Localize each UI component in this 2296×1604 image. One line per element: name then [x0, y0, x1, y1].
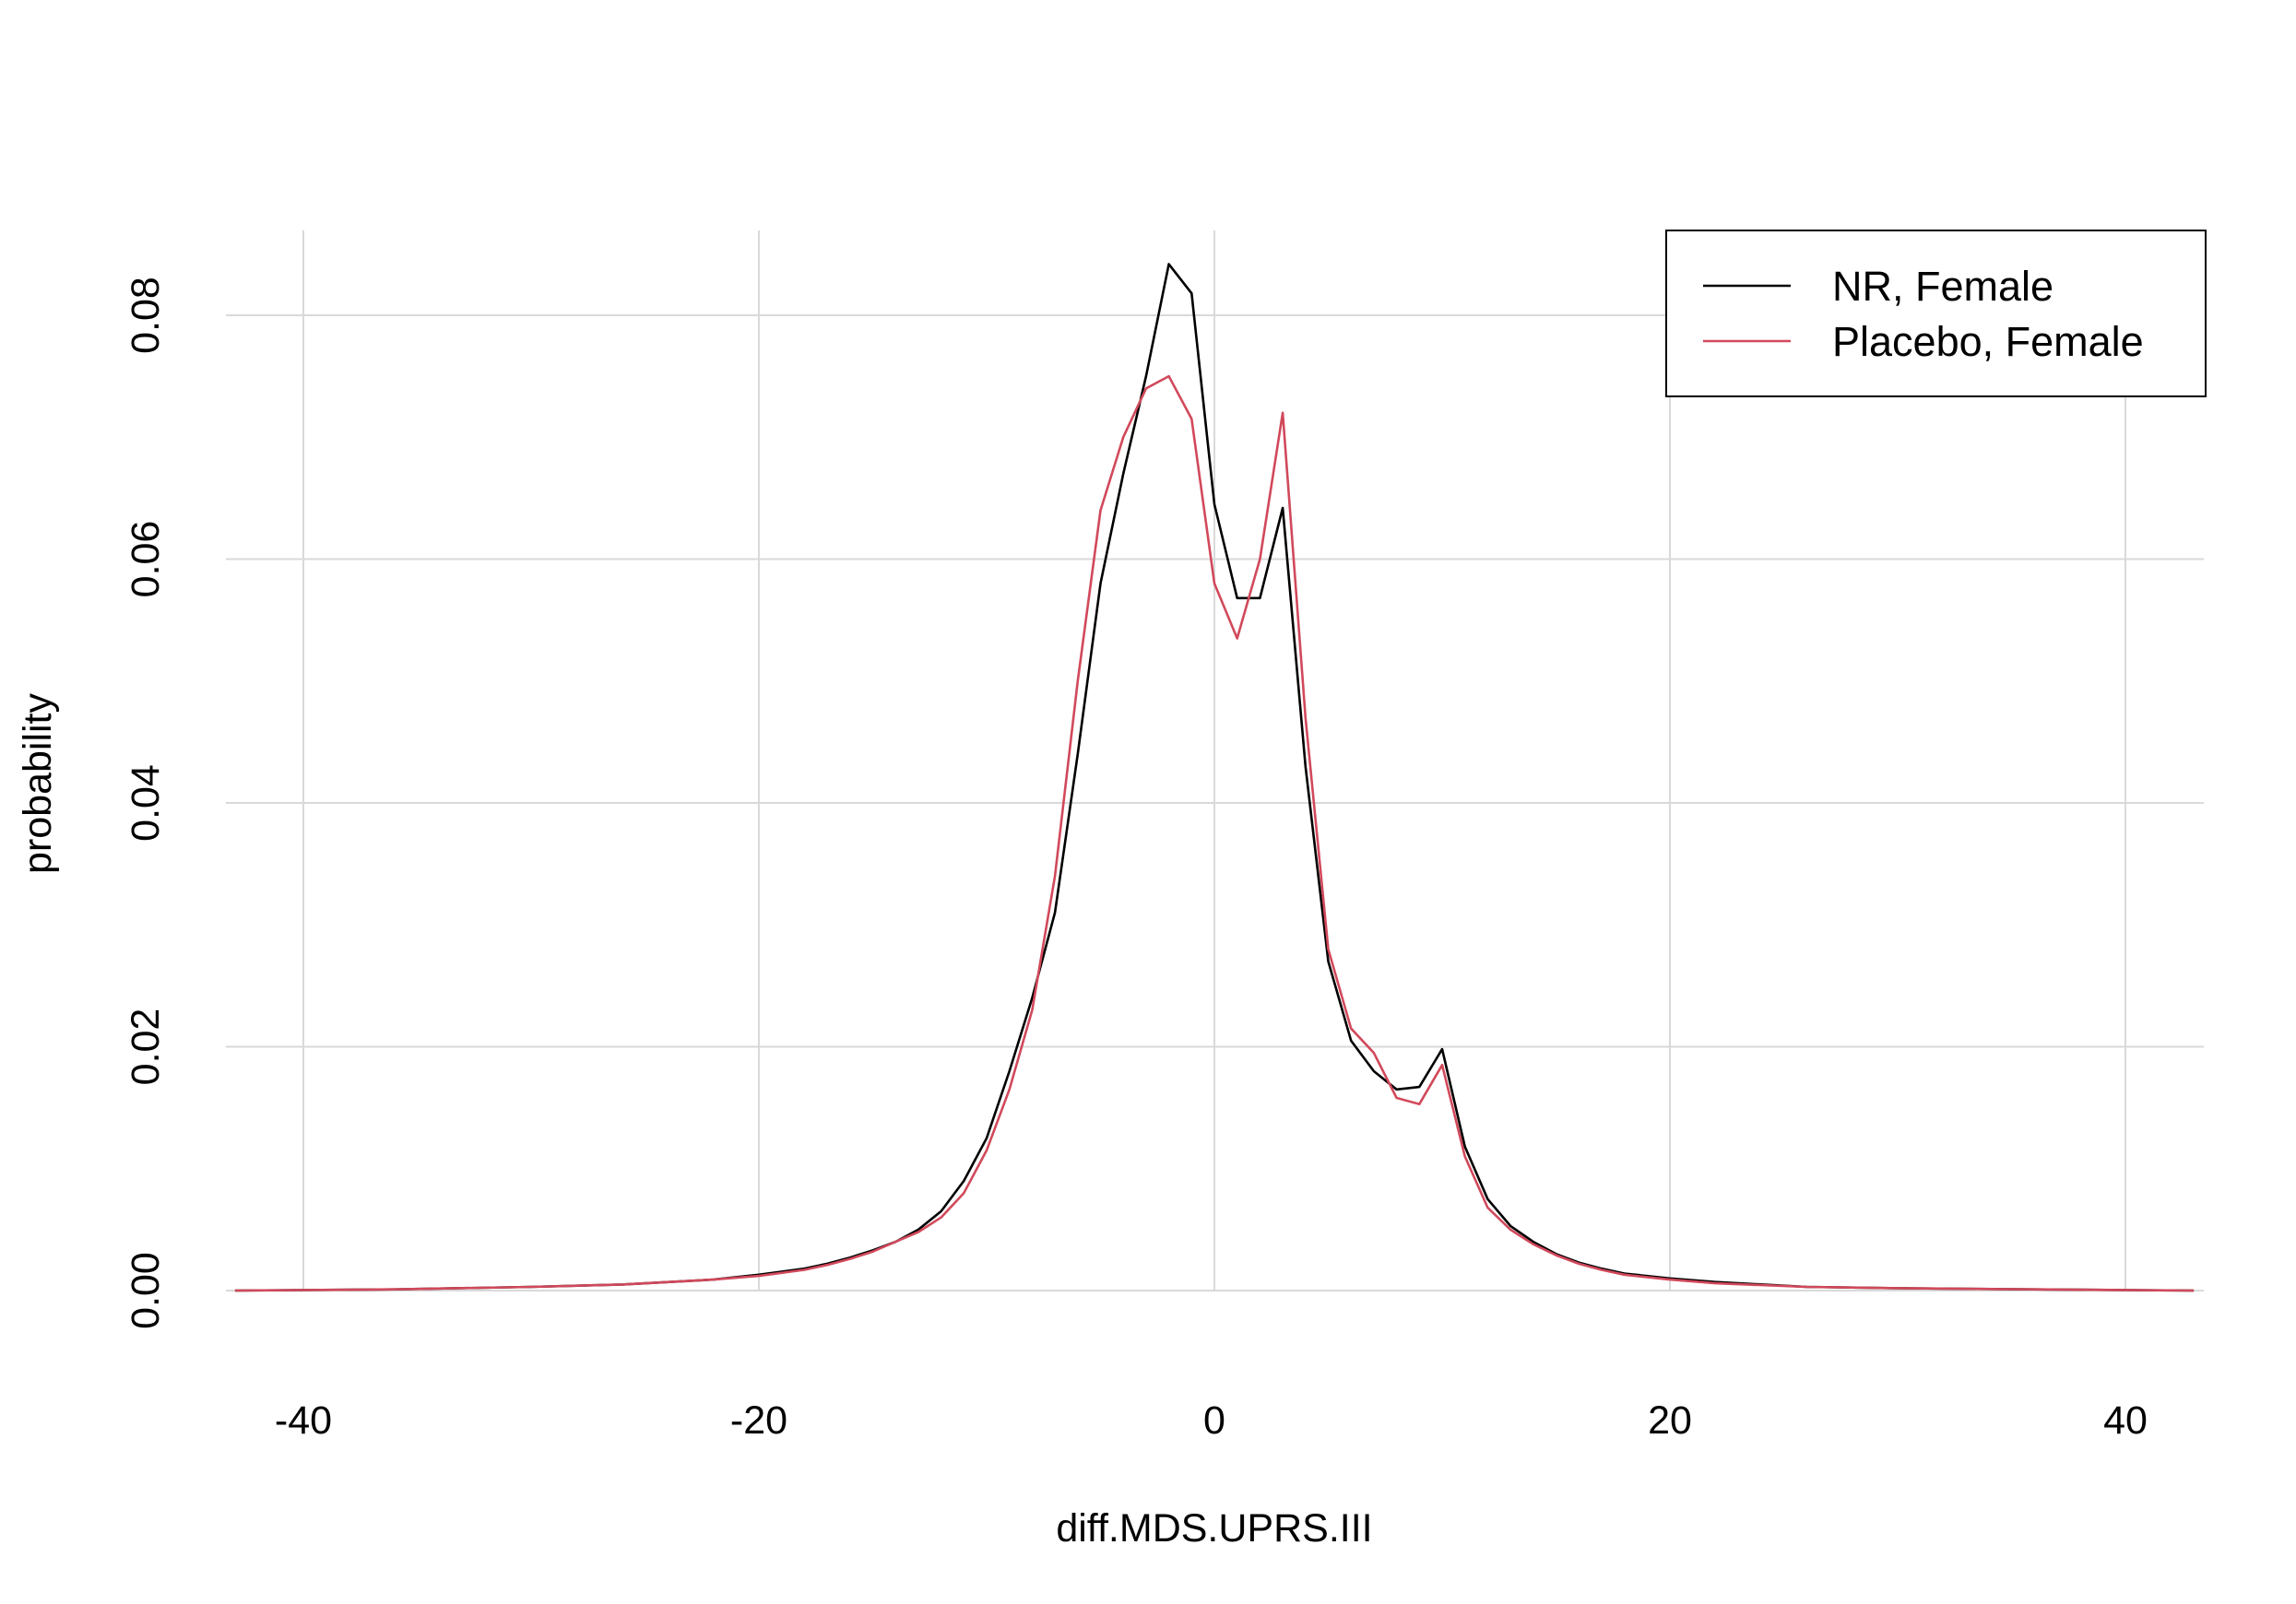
x-axis-tick-labels: -40 -20 0 20 40	[275, 1398, 2148, 1443]
x-tick-label: 40	[2103, 1398, 2148, 1443]
y-tick-label: 0.08	[124, 277, 168, 354]
legend-box	[1665, 230, 2207, 397]
y-tick-label: 0.00	[124, 1252, 168, 1329]
series-line-placebo-female	[234, 374, 2195, 1292]
x-tick-label: 0	[1203, 1398, 1225, 1443]
x-axis-title: diff.MDS.UPRS.III	[1056, 1506, 1372, 1551]
y-tick-label: 0.06	[124, 521, 168, 598]
y-tick-label: 0.04	[124, 764, 168, 842]
series-lines	[234, 263, 2195, 1292]
legend-label-nr-female: NR, Female	[1832, 263, 2053, 310]
y-axis-tick-labels: 0.00 0.02 0.04 0.06 0.08	[124, 277, 168, 1329]
x-tick-label: -40	[275, 1398, 332, 1443]
legend-label-placebo-female: Placebo, Female	[1832, 318, 2144, 365]
x-tick-label: 20	[1648, 1398, 1692, 1443]
legend: NR, Female Placebo, Female	[1665, 230, 2207, 397]
y-axis-title: probability	[16, 693, 60, 874]
x-tick-label: -20	[730, 1398, 787, 1443]
y-tick-label: 0.02	[124, 1008, 168, 1086]
